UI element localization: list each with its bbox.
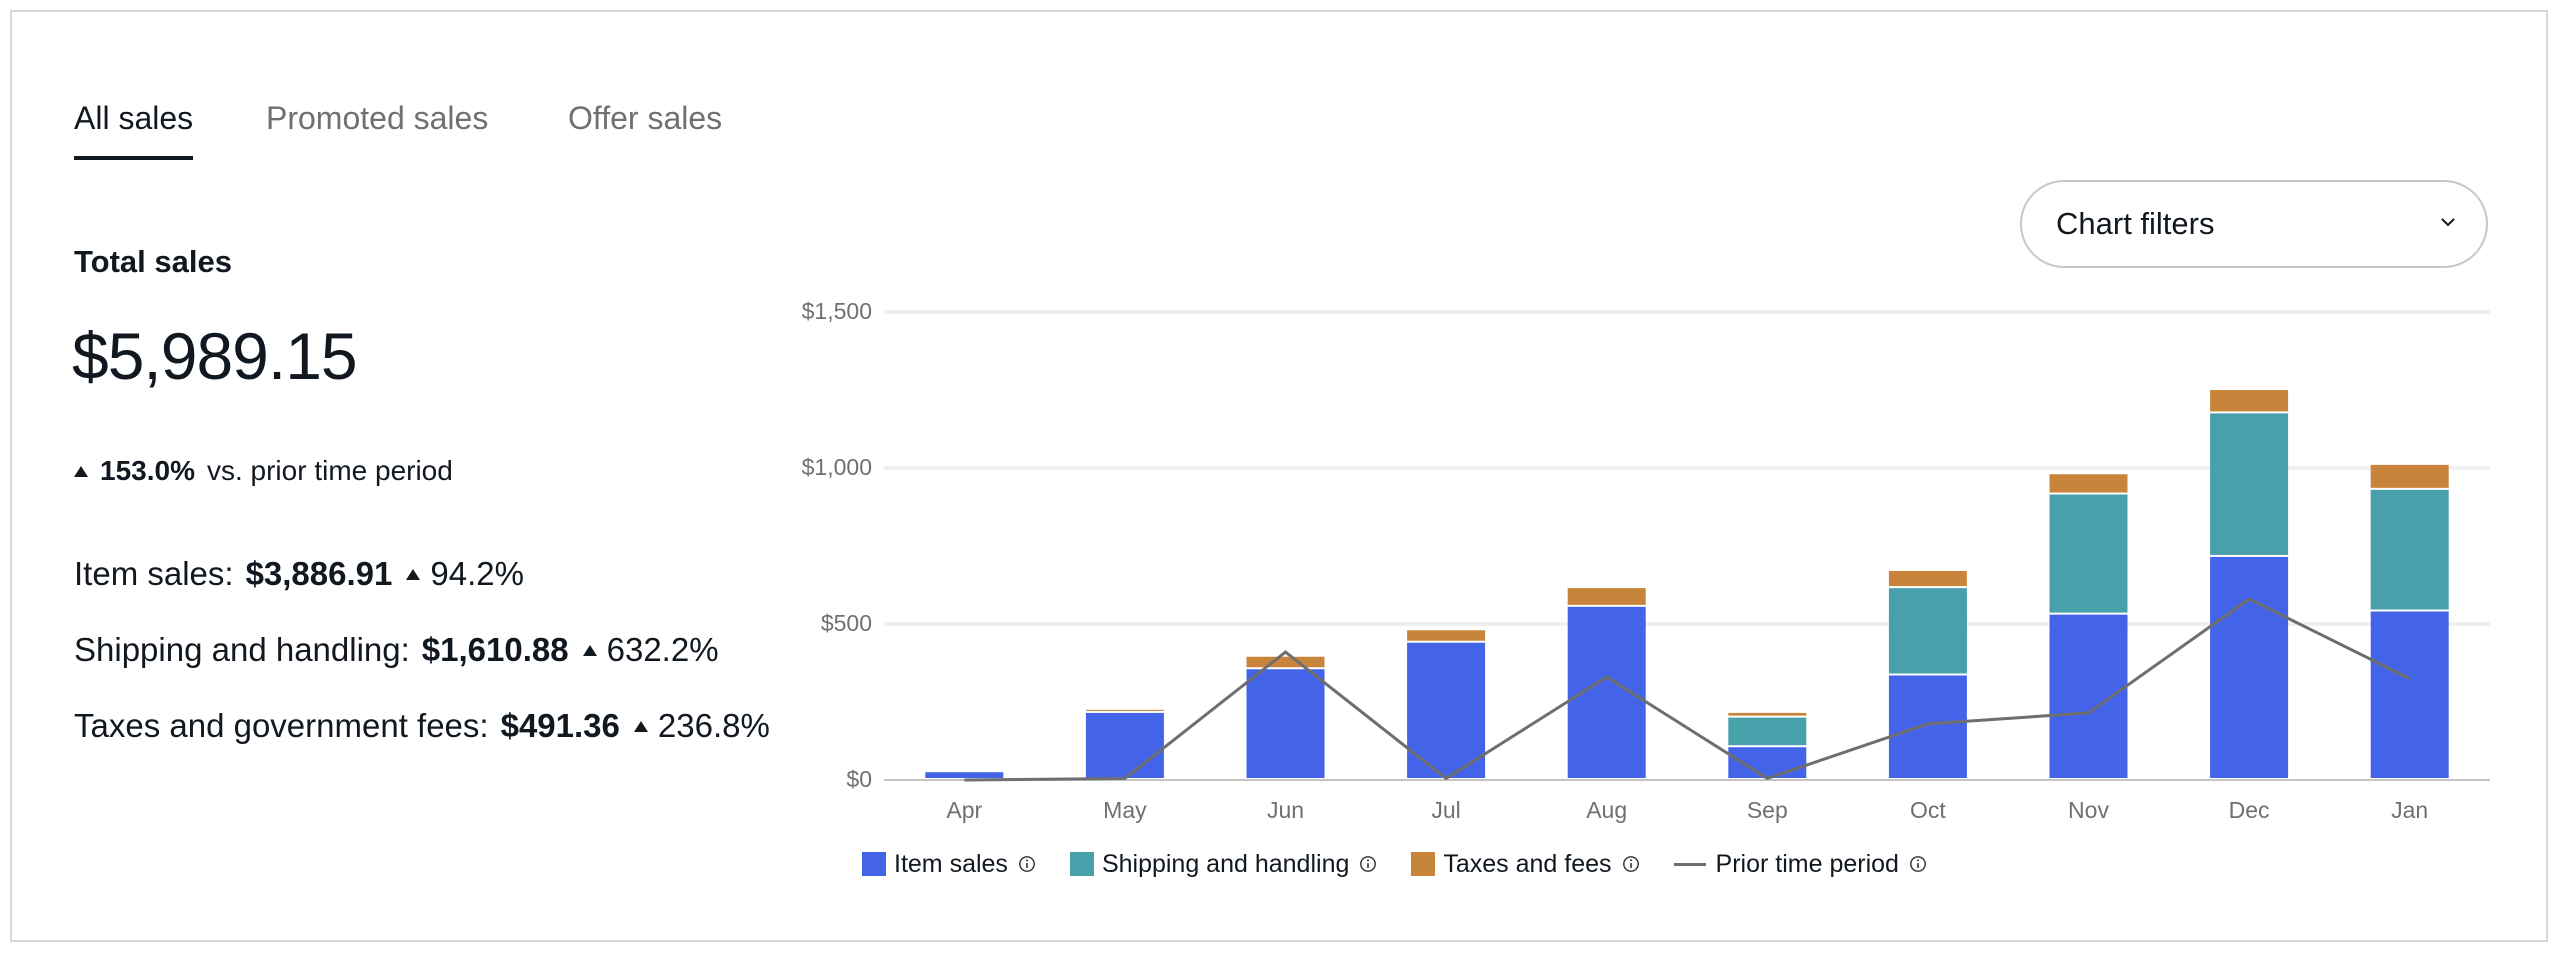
bar-taxes-and-fees <box>2049 474 2128 493</box>
metric-value: $1,610.88 <box>421 631 569 668</box>
arrow-up-icon <box>582 644 597 656</box>
chevron-down-icon <box>2441 218 2455 227</box>
total-change: 153.0% vs. prior time period <box>74 455 453 487</box>
legend-swatch-shipping <box>1069 852 1094 876</box>
prior-period-line <box>964 597 2411 782</box>
tab-all-sales-label: All sales <box>74 100 194 136</box>
bar-item-sales <box>1888 675 1967 778</box>
bar-taxes-and-fees <box>1888 570 1967 587</box>
x-tick-label: Dec <box>2229 797 2270 823</box>
legend-shipping[interactable]: Shipping and handling <box>1069 849 1377 879</box>
info-icon[interactable] <box>1622 855 1640 873</box>
legend-swatch-taxes <box>1411 852 1436 876</box>
metric-taxes: Taxes and government fees: $491.36 236.8… <box>74 707 770 745</box>
legend-taxes[interactable]: Taxes and fees <box>1411 850 1639 879</box>
total-change-pct: 153.0% <box>100 455 195 486</box>
tab-promoted-sales[interactable]: Promoted sales <box>266 100 488 137</box>
active-tab-underline <box>74 156 194 160</box>
legend-label: Prior time period <box>1715 849 1899 878</box>
legend-item-sales[interactable]: Item sales <box>862 850 1036 879</box>
bar-taxes-and-fees <box>1567 588 1646 605</box>
x-tick-label: Jan <box>2391 797 2428 823</box>
metric-value: $491.36 <box>500 707 620 744</box>
info-icon[interactable] <box>1359 855 1377 873</box>
y-tick-label: $1,500 <box>802 298 872 324</box>
tab-promoted-sales-label: Promoted sales <box>266 100 489 136</box>
bar-shipping-and-handling <box>1728 717 1807 746</box>
legend-label: Item sales <box>894 849 1008 878</box>
bar-shipping-and-handling <box>2210 413 2289 555</box>
bar-shipping-and-handling <box>2370 489 2449 610</box>
total-sales-heading: Total sales <box>74 244 232 279</box>
x-tick-label: Aug <box>1586 797 1627 823</box>
arrow-up-icon <box>633 720 648 732</box>
bar-taxes-and-fees <box>2370 464 2449 488</box>
bar-item-sales <box>1085 712 1164 778</box>
metric-shipping: Shipping and handling: $1,610.88 632.2% <box>74 631 719 669</box>
bar-item-sales <box>1567 606 1646 778</box>
bar-item-sales <box>2210 556 2289 778</box>
y-tick-label: $0 <box>846 766 872 792</box>
chart-filters-dropdown[interactable]: Chart filters <box>2020 180 2488 268</box>
metric-label: Shipping and handling: <box>74 631 410 668</box>
metric-change: 632.2% <box>606 631 719 668</box>
bar-taxes-and-fees <box>1246 656 1325 668</box>
legend-label: Shipping and handling <box>1101 849 1350 878</box>
legend-prior-period[interactable]: Prior time period <box>1673 849 1927 879</box>
bar-taxes-and-fees <box>1407 630 1486 641</box>
metric-value: $3,886.91 <box>245 555 393 592</box>
bar-item-sales <box>2370 611 2449 778</box>
metric-change: 94.2% <box>430 555 524 592</box>
y-tick-label: $500 <box>821 610 872 636</box>
x-tick-label: Oct <box>1910 797 1946 823</box>
arrow-up-icon <box>406 568 421 580</box>
bar-taxes-and-fees <box>2210 390 2289 412</box>
info-icon[interactable] <box>1018 855 1036 873</box>
bar-shipping-and-handling <box>1888 588 1967 674</box>
bar-item-sales <box>2049 614 2128 778</box>
x-tick-label: May <box>1103 797 1147 823</box>
total-change-text: vs. prior time period <box>206 455 453 486</box>
legend-swatch-item-sales <box>862 852 886 876</box>
metric-label: Item sales: <box>74 555 234 592</box>
x-tick-label: Jun <box>1267 797 1304 823</box>
chart-legend: Item sales Shipping and handling Taxes a… <box>862 844 1961 884</box>
bar-item-sales <box>1246 669 1325 778</box>
legend-label: Taxes and fees <box>1443 849 1612 878</box>
bar-taxes-and-fees <box>1728 712 1807 716</box>
bar-taxes-and-fees <box>1085 709 1164 711</box>
legend-swatch-prior-period <box>1673 862 1706 866</box>
x-tick-label: Sep <box>1747 797 1788 823</box>
tab-offer-sales[interactable]: Offer sales <box>568 100 722 137</box>
metric-label: Taxes and government fees: <box>74 707 489 744</box>
bar-shipping-and-handling <box>2049 494 2128 613</box>
chart-filters-label: Chart filters <box>2056 206 2215 241</box>
metric-item-sales: Item sales: $3,886.91 94.2% <box>74 555 524 593</box>
x-tick-label: Nov <box>2068 797 2109 823</box>
tab-all-sales[interactable]: All sales <box>74 100 194 160</box>
y-tick-label: $1,000 <box>802 454 872 480</box>
metric-change: 236.8% <box>657 707 770 744</box>
total-sales-value: $5,989.15 <box>72 319 358 393</box>
info-icon[interactable] <box>1909 855 1927 873</box>
bar-item-sales <box>1407 642 1486 778</box>
x-tick-label: Apr <box>946 797 982 823</box>
x-tick-label: Jul <box>1431 797 1460 823</box>
tab-offer-sales-label: Offer sales <box>568 100 723 136</box>
bar-item-sales <box>925 772 1004 778</box>
arrow-up-icon <box>74 465 88 477</box>
